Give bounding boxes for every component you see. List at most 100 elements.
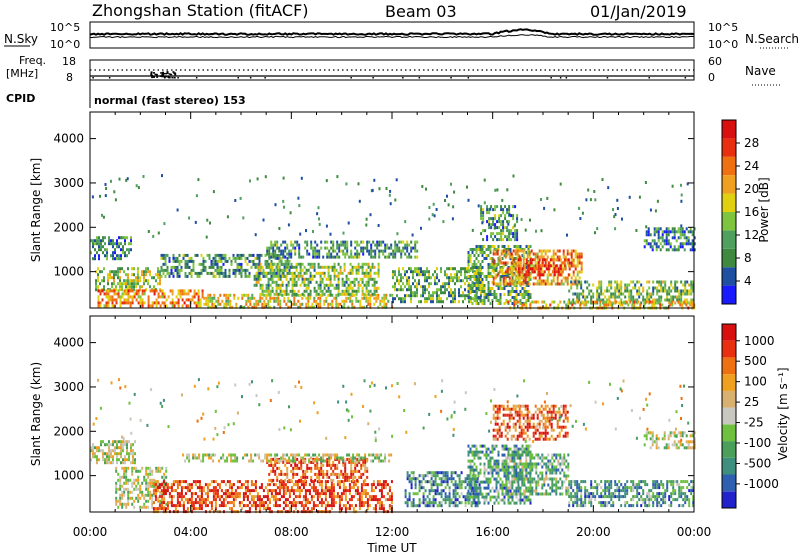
heatmap-cell bbox=[664, 280, 667, 284]
heatmap-cell bbox=[335, 268, 338, 272]
heatmap-cell bbox=[487, 272, 490, 275]
heatmap-cell bbox=[370, 246, 373, 250]
heatmap-cell bbox=[109, 270, 111, 274]
heatmap-cell bbox=[270, 274, 273, 278]
heatmap-cell bbox=[125, 505, 128, 509]
heatmap-cell bbox=[162, 253, 165, 257]
heatmap-cell bbox=[153, 276, 155, 280]
heatmap-cell bbox=[354, 469, 357, 473]
heatmap-cell bbox=[108, 239, 110, 243]
heatmap-cell bbox=[516, 270, 519, 274]
heatmap-speck bbox=[447, 203, 450, 207]
heatmap-cell bbox=[181, 289, 184, 293]
heatmap-cell bbox=[310, 246, 313, 250]
heatmap-cell bbox=[524, 270, 527, 274]
heatmap-speck bbox=[371, 188, 374, 192]
heatmap-cell bbox=[125, 301, 128, 305]
heatmap-speck bbox=[420, 226, 422, 230]
heatmap-cell bbox=[481, 251, 484, 254]
heatmap-cell bbox=[671, 236, 674, 240]
heatmap-cell bbox=[331, 265, 334, 269]
heatmap-cell bbox=[258, 253, 261, 257]
heatmap-speck bbox=[616, 198, 619, 202]
heatmap-cell bbox=[314, 252, 317, 256]
heatmap-cell bbox=[127, 273, 129, 277]
heatmap-cell bbox=[313, 268, 316, 272]
heatmap-cell bbox=[607, 303, 610, 307]
heatmap-cell bbox=[620, 289, 623, 293]
heatmap-cell bbox=[109, 298, 112, 302]
heatmap-cell bbox=[260, 271, 263, 275]
heatmap-cell bbox=[178, 253, 181, 257]
freq-label-1: Freq. bbox=[19, 54, 46, 67]
heatmap-cell bbox=[94, 242, 96, 246]
heatmap-cell bbox=[332, 460, 335, 464]
heatmap-cell bbox=[293, 274, 296, 278]
heatmap-cell bbox=[404, 300, 406, 304]
heatmap-cell bbox=[213, 302, 216, 306]
heatmap-cell bbox=[469, 257, 472, 260]
heatmap-cell bbox=[147, 493, 150, 497]
heatmap-cell bbox=[487, 296, 490, 299]
heatmap-cell bbox=[289, 289, 292, 293]
heatmap-cell bbox=[436, 297, 438, 301]
heatmap-cell bbox=[119, 502, 122, 506]
freq-dot bbox=[166, 72, 169, 74]
heatmap-cell bbox=[129, 478, 132, 482]
heatmap-cell bbox=[238, 262, 241, 266]
heatmap-cell bbox=[237, 296, 240, 300]
heatmap-cell bbox=[565, 258, 568, 262]
heatmap-cell bbox=[184, 259, 187, 263]
heatmap-cell bbox=[112, 257, 114, 261]
heatmap-cell bbox=[543, 258, 546, 262]
heatmap-cell bbox=[168, 256, 171, 260]
heatmap-cell bbox=[349, 283, 352, 287]
heatmap-cell bbox=[285, 283, 288, 287]
heatmap-cell bbox=[508, 267, 511, 271]
heatmap-cell bbox=[133, 267, 135, 271]
heatmap-cell bbox=[647, 233, 650, 237]
heatmap-cell bbox=[287, 283, 290, 287]
heatmap-cell bbox=[520, 273, 523, 277]
heatmap-cell bbox=[392, 273, 394, 277]
heatmap-cell bbox=[524, 276, 527, 280]
heatmap-cell bbox=[98, 254, 100, 258]
heatmap-cell bbox=[516, 273, 519, 277]
heatmap-cell bbox=[170, 271, 173, 275]
heatmap-cell bbox=[343, 262, 346, 266]
heatmap-cell bbox=[165, 298, 168, 302]
heatmap-cell bbox=[139, 295, 142, 299]
heatmap-cell bbox=[338, 255, 341, 259]
heatmap-cell bbox=[295, 283, 298, 287]
heatmap-cell bbox=[147, 282, 149, 286]
heatmap-cell bbox=[247, 296, 250, 300]
heatmap-cell bbox=[560, 279, 563, 283]
heatmap-speck bbox=[442, 220, 445, 224]
heatmap-cell bbox=[111, 289, 114, 293]
heatmap-cell bbox=[487, 248, 490, 251]
heatmap-cell bbox=[430, 300, 432, 304]
heatmap-cell bbox=[230, 492, 233, 496]
heatmap-cell bbox=[246, 274, 249, 278]
heatmap-cell bbox=[622, 292, 625, 296]
heatmap-cell bbox=[651, 303, 654, 307]
heatmap-cell bbox=[536, 255, 539, 259]
heatmap-cell bbox=[303, 289, 306, 293]
heatmap-cell bbox=[250, 453, 253, 457]
heatmap-cell bbox=[297, 293, 300, 297]
heatmap-cell bbox=[578, 252, 581, 256]
heatmap-cell bbox=[508, 279, 511, 283]
heatmap-cell bbox=[330, 486, 333, 490]
heatmap-speck bbox=[396, 232, 399, 236]
heatmap-cell bbox=[467, 275, 470, 278]
heatmap-cell bbox=[400, 249, 403, 253]
heatmap-cell bbox=[544, 249, 547, 253]
heatmap-cell bbox=[276, 262, 279, 266]
heatmap-cell bbox=[277, 268, 280, 272]
heatmap-cell bbox=[298, 243, 301, 247]
heatmap-cell bbox=[119, 301, 122, 305]
heatmap-cell bbox=[282, 255, 285, 259]
heatmap-cell bbox=[198, 504, 201, 508]
heatmap-cell bbox=[346, 489, 349, 493]
heatmap-cell bbox=[576, 279, 579, 283]
